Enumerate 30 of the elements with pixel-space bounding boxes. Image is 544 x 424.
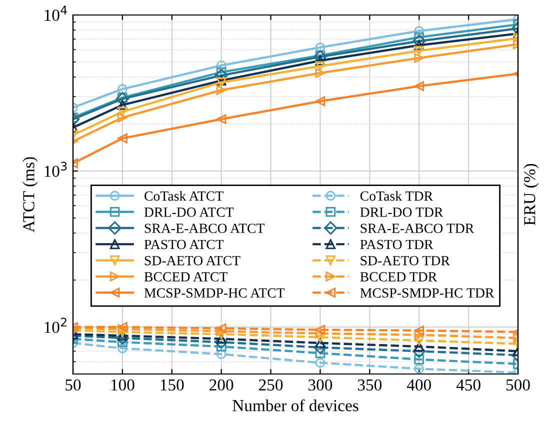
legend-label: SRA-E-ABCO ATCT: [144, 224, 264, 234]
x-tick-label: 150: [160, 379, 184, 391]
legend-label: CoTask ATCT: [144, 190, 224, 201]
y-tick-label: 10$^{2}$: [44, 318, 66, 333]
x-tick-label: 100: [111, 379, 134, 391]
y-tick-label: 10$^{4}$: [44, 6, 67, 21]
legend-label: DRL-DO ATCT: [144, 208, 234, 217]
legend-label: BCCED TDR: [360, 272, 438, 282]
x-tick-label: 450: [456, 379, 480, 391]
legend-label: PASTO ATCT: [144, 240, 224, 250]
x-axis-title: Number of devices: [232, 399, 358, 412]
x-tick-label: 50: [66, 379, 81, 391]
legend-label: BCCED ATCT: [144, 272, 228, 282]
y2-axis-title: ERU (%): [524, 164, 539, 226]
legend-label: MCSP-SMDP-HC ATCT: [144, 288, 285, 298]
x-tick-label: 200: [210, 379, 234, 391]
legend-label: DRL-DO TDR: [360, 208, 444, 217]
legend-label: CoTask TDR: [360, 190, 434, 201]
x-tick-label: 400: [406, 379, 431, 391]
x-tick-label: 250: [259, 379, 283, 391]
legend-label: SRA-E-ABCO TDR: [360, 224, 474, 234]
y-tick-label: 10$^{3}$: [44, 162, 67, 177]
legend-label: SD-AETO ATCT: [144, 256, 240, 266]
legend-label: SD-AETO TDR: [360, 256, 450, 266]
legend-label: MCSP-SMDP-HC TDR: [360, 288, 494, 298]
x-tick-label: 300: [308, 379, 332, 391]
y-axis-title: ATCT (ms): [22, 157, 38, 232]
x-tick-label: 500: [506, 379, 530, 391]
legend-label: PASTO TDR: [360, 240, 434, 250]
x-tick-label: 350: [358, 379, 382, 391]
